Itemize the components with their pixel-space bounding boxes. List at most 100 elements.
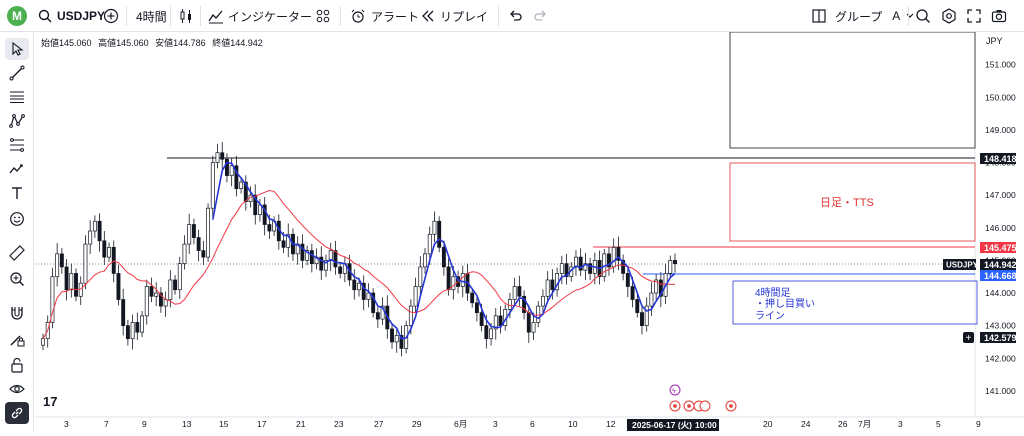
horizontal-lines-tool[interactable] — [5, 86, 29, 108]
remove-drawings-tool[interactable] — [5, 402, 29, 424]
candle-body — [125, 325, 130, 340]
cursor-tool[interactable] — [5, 38, 29, 60]
candle-body — [158, 292, 163, 307]
fib-icon — [10, 138, 24, 152]
undo-button[interactable] — [508, 4, 522, 28]
fullscreen-button[interactable] — [967, 4, 981, 28]
candle-body — [361, 282, 366, 300]
candle-body — [135, 322, 140, 333]
snapshot-button[interactable] — [991, 4, 1007, 28]
brush-tool[interactable] — [5, 158, 29, 180]
daily-tts-box[interactable] — [729, 162, 976, 242]
label-blue-line: 144.668 — [984, 271, 1017, 281]
lock-icon — [11, 357, 23, 373]
trend-line-tool[interactable] — [5, 62, 29, 84]
replay-button[interactable]: リプレイ — [420, 4, 488, 28]
crosshair-time: 10:00 — [695, 420, 717, 430]
candle-body — [149, 286, 154, 297]
label-blue-line-bg — [980, 270, 1016, 281]
h4-label-line3: ライン — [755, 310, 785, 322]
stay-in-drawing-tool[interactable] — [5, 328, 29, 350]
candle-body — [474, 302, 479, 313]
fullscreen-icon — [967, 9, 981, 23]
event-marker-lightning[interactable] — [669, 384, 681, 396]
candle-body — [324, 260, 328, 271]
user-avatar[interactable]: M — [7, 6, 27, 26]
time-scale[interactable]: 3 7 9 13 15 17 21 23 27 29 6月 3 6 10 12 20 24 26 7月 3 5 9 — [64, 419, 981, 429]
compare-button[interactable] — [103, 4, 119, 28]
ohlc-legend: 始値145.060 高値145.060 安値144.786 終値144.942 — [41, 36, 267, 49]
h4-dip-box[interactable] — [732, 280, 978, 325]
ruler-tool[interactable] — [5, 242, 29, 264]
candle-body — [50, 276, 55, 323]
candle-body — [507, 299, 512, 310]
alarm-icon — [351, 9, 365, 23]
price-tick-label: 146.000 — [985, 223, 1016, 233]
candle-body — [432, 220, 437, 235]
chart-area[interactable]: 始値145.060 高値145.060 安値144.786 終値144.942 … — [35, 31, 1024, 431]
time-tick-label: 3 — [898, 419, 903, 429]
candle-body — [616, 246, 621, 261]
price-tick-label: 150.000 — [985, 92, 1016, 102]
zoom-in-tool[interactable] — [5, 268, 29, 290]
settings-button[interactable] — [941, 4, 957, 28]
time-tick-label: 10 — [568, 419, 578, 429]
label-red-line: 145.475 — [984, 243, 1017, 253]
alert-button[interactable]: アラート — [350, 4, 419, 28]
daily-tts-label: 日足・TTS — [820, 197, 874, 209]
candle-body — [578, 256, 583, 271]
candle-body — [611, 246, 616, 268]
candle-body — [517, 286, 522, 297]
daily-range-box[interactable] — [729, 31, 976, 149]
redo-button[interactable] — [534, 4, 548, 28]
label-crosshair: 142.579 — [984, 333, 1017, 343]
candle-body — [470, 292, 475, 304]
timeframe-button[interactable]: 4時間 — [136, 9, 167, 24]
crosshair-date: 2025-06-17 (火) — [632, 420, 692, 430]
quick-search-button[interactable] — [915, 4, 931, 28]
currency-label[interactable]: JPY — [986, 36, 1003, 46]
ohlc-low: 安値144.786 — [155, 38, 206, 48]
magnet-tool[interactable] — [5, 302, 29, 324]
icons-tool[interactable] — [5, 208, 29, 230]
time-tick-label: 29 — [412, 419, 422, 429]
candle-body — [41, 338, 45, 346]
h4-label-line1: 4時間足 — [755, 287, 791, 299]
chart-type-button[interactable] — [178, 4, 194, 28]
candle-body — [489, 328, 494, 340]
candle-body — [559, 263, 564, 274]
indicators-label: インジケーター — [228, 9, 313, 24]
candle-body — [140, 315, 144, 333]
candle-body — [206, 207, 211, 258]
tradingview-logo-icon[interactable]: 17 — [43, 394, 57, 409]
chart-canvas[interactable]: 日足・TTS 4時間足 ・押し目買い ライン 151.000 150.000 149… — [35, 31, 1024, 431]
fib-tool[interactable] — [5, 134, 29, 156]
add-alert-plus-bg[interactable] — [963, 332, 974, 343]
candle-icon — [180, 9, 191, 23]
price-tick-label: 144.000 — [985, 288, 1016, 298]
text-icon — [12, 187, 22, 199]
price-scale[interactable]: 151.000150.000149.000148.000147.000146.0… — [985, 60, 1016, 396]
group-button[interactable]: グループ A — [835, 4, 914, 28]
add-alert-plus-icon[interactable]: + — [966, 333, 972, 344]
candle-body — [168, 279, 173, 300]
candle-body — [418, 266, 423, 287]
event-marker-4[interactable] — [699, 400, 711, 412]
text-tool[interactable] — [5, 182, 29, 204]
layout-button[interactable] — [812, 4, 826, 28]
candle-body — [531, 322, 536, 333]
label-red-line-bg — [980, 242, 1016, 253]
lines-icon — [10, 91, 24, 103]
candle-body — [173, 279, 178, 291]
pattern-tool[interactable] — [5, 110, 29, 132]
candle-body — [446, 266, 451, 291]
hide-drawings-tool[interactable] — [5, 378, 29, 400]
lock-drawings-tool[interactable] — [5, 354, 29, 376]
candle-body — [83, 243, 88, 284]
indicators-button[interactable]: インジケーター — [208, 4, 312, 28]
candle-body — [201, 250, 206, 258]
layout-templates-button[interactable] — [316, 4, 330, 28]
candle-body — [427, 233, 432, 255]
candle-body — [154, 292, 159, 297]
symbol-search[interactable]: USDJPY — [38, 4, 105, 28]
